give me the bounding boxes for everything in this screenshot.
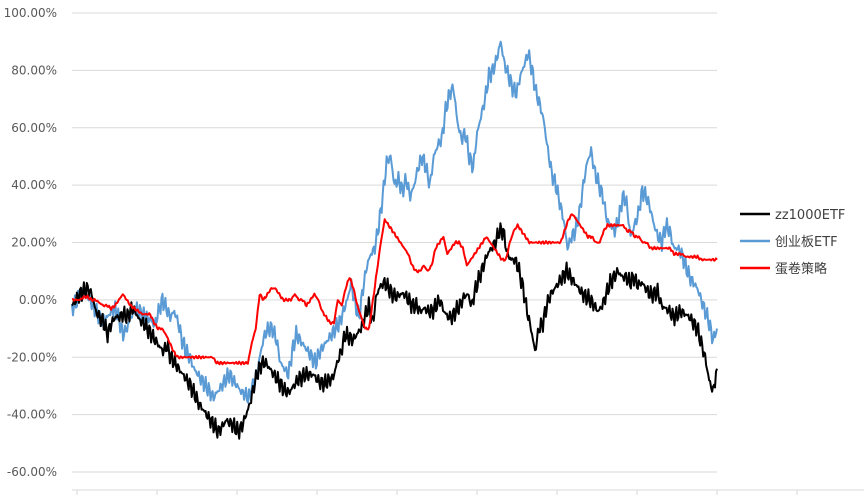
series-line (71, 213, 718, 366)
y-tick-label: 60.00% (11, 121, 57, 135)
y-tick-label: 80.00% (11, 63, 57, 77)
y-tick-label: -60.00% (7, 465, 57, 479)
series-line (71, 222, 718, 440)
y-tick-label: 20.00% (11, 236, 57, 250)
legend-label: 蛋卷策略 (775, 261, 827, 277)
y-tick-label: 0.00% (19, 293, 57, 307)
y-tick-label: -20.00% (7, 350, 57, 364)
legend-label: zz1000ETF (775, 208, 845, 223)
y-tick-label: 100.00% (4, 6, 57, 20)
series-lines (71, 40, 718, 440)
legend-label: 创业板ETF (775, 235, 838, 250)
gridlines (72, 12, 717, 473)
y-tick-label: -40.00% (7, 408, 57, 422)
series-line (71, 40, 718, 404)
x-axis (72, 489, 864, 495)
legend: zz1000ETF 创业板ETF 蛋卷策略 (740, 208, 845, 277)
y-axis-tick-labels: -60.00% -40.00% -20.00% 0.00% 20.00% 40.00% 60… (4, 6, 57, 479)
y-tick-label: 40.00% (11, 178, 57, 192)
